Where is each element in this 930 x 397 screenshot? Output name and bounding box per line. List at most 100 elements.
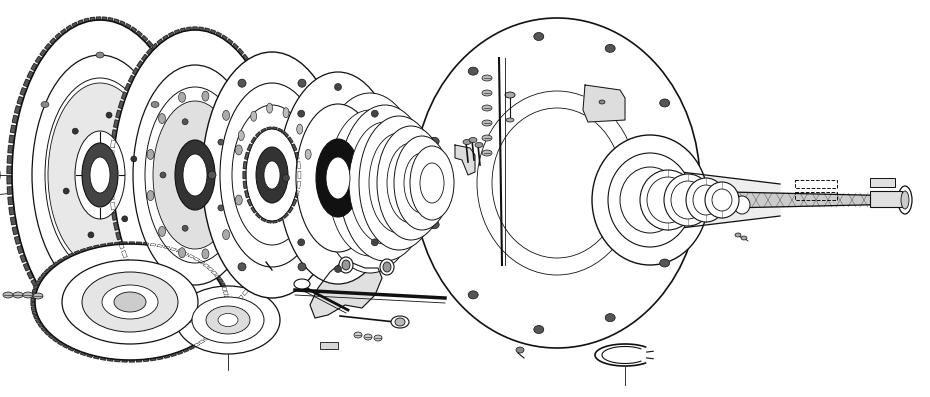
Polygon shape (186, 202, 192, 210)
Ellipse shape (369, 133, 429, 233)
Ellipse shape (151, 102, 159, 108)
Polygon shape (137, 61, 143, 68)
Polygon shape (157, 305, 163, 311)
Polygon shape (269, 110, 274, 118)
Polygon shape (187, 319, 192, 323)
Polygon shape (215, 275, 220, 278)
Polygon shape (180, 318, 185, 322)
Polygon shape (38, 324, 44, 327)
Polygon shape (60, 29, 67, 35)
Polygon shape (198, 340, 205, 343)
Ellipse shape (318, 93, 422, 273)
Polygon shape (12, 116, 19, 123)
Ellipse shape (475, 143, 483, 148)
Polygon shape (178, 241, 184, 249)
Polygon shape (251, 68, 258, 75)
Polygon shape (170, 248, 177, 251)
Ellipse shape (410, 146, 454, 220)
Polygon shape (298, 172, 301, 179)
Polygon shape (27, 272, 33, 279)
Polygon shape (94, 356, 100, 359)
Polygon shape (184, 130, 191, 138)
Polygon shape (45, 269, 50, 273)
Bar (795, 192, 837, 200)
Polygon shape (80, 249, 86, 252)
Ellipse shape (898, 186, 912, 214)
Polygon shape (40, 50, 46, 56)
Polygon shape (164, 246, 170, 249)
Polygon shape (207, 333, 214, 337)
Polygon shape (60, 316, 67, 321)
Polygon shape (108, 328, 113, 332)
Polygon shape (146, 303, 153, 309)
Polygon shape (182, 349, 189, 352)
Polygon shape (276, 182, 281, 189)
Polygon shape (232, 301, 238, 306)
Ellipse shape (608, 153, 692, 247)
Polygon shape (58, 259, 64, 262)
Polygon shape (68, 347, 74, 351)
Polygon shape (244, 162, 247, 169)
Polygon shape (40, 293, 46, 300)
Ellipse shape (374, 335, 382, 341)
Polygon shape (116, 232, 121, 240)
Polygon shape (86, 247, 93, 250)
Ellipse shape (482, 150, 492, 156)
Polygon shape (114, 359, 120, 362)
Ellipse shape (339, 105, 431, 261)
Ellipse shape (158, 114, 166, 123)
Polygon shape (276, 161, 281, 168)
Polygon shape (168, 267, 175, 275)
Polygon shape (259, 259, 265, 267)
Polygon shape (136, 313, 142, 319)
Ellipse shape (297, 124, 302, 134)
Polygon shape (193, 320, 197, 323)
Ellipse shape (147, 149, 154, 160)
Ellipse shape (294, 279, 310, 289)
Ellipse shape (605, 44, 615, 52)
Ellipse shape (202, 52, 342, 298)
Polygon shape (224, 296, 229, 299)
Ellipse shape (176, 286, 280, 354)
Polygon shape (177, 250, 182, 253)
Polygon shape (244, 181, 247, 189)
Polygon shape (41, 328, 46, 331)
Ellipse shape (371, 239, 379, 246)
Polygon shape (55, 311, 61, 317)
Polygon shape (170, 353, 177, 357)
Polygon shape (136, 31, 142, 37)
Polygon shape (267, 127, 272, 130)
Ellipse shape (647, 177, 689, 223)
Ellipse shape (680, 179, 690, 187)
Polygon shape (125, 259, 130, 267)
Ellipse shape (122, 216, 127, 222)
Ellipse shape (179, 92, 186, 102)
Polygon shape (178, 101, 184, 109)
Polygon shape (147, 48, 153, 55)
Polygon shape (157, 357, 163, 360)
Ellipse shape (326, 157, 350, 199)
Polygon shape (163, 310, 168, 315)
Ellipse shape (482, 75, 492, 81)
Polygon shape (108, 243, 113, 245)
Ellipse shape (238, 131, 245, 141)
Polygon shape (90, 329, 95, 333)
Ellipse shape (3, 292, 13, 298)
Polygon shape (73, 323, 77, 328)
Polygon shape (113, 19, 119, 23)
Ellipse shape (349, 122, 421, 244)
Polygon shape (66, 320, 72, 325)
Ellipse shape (206, 306, 250, 334)
Polygon shape (131, 318, 137, 323)
Ellipse shape (41, 102, 49, 108)
Ellipse shape (131, 156, 137, 162)
Ellipse shape (305, 149, 312, 159)
Polygon shape (223, 309, 228, 312)
Polygon shape (186, 140, 192, 148)
Polygon shape (157, 39, 163, 44)
Polygon shape (175, 30, 179, 34)
Polygon shape (263, 92, 269, 100)
Polygon shape (53, 338, 60, 342)
Polygon shape (23, 263, 30, 271)
Ellipse shape (659, 259, 670, 267)
